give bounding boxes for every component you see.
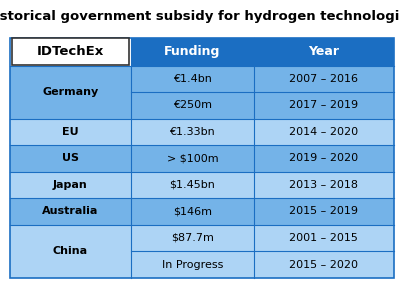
Text: Germany: Germany [42,87,99,97]
Text: Japan: Japan [53,180,88,190]
Text: In Progress: In Progress [162,259,223,270]
Text: 2017 – 2019: 2017 – 2019 [289,100,358,111]
Bar [10,225,394,251]
Bar [10,251,394,278]
Bar [131,38,394,66]
Text: €250m: €250m [173,100,212,111]
Bar [10,92,394,119]
Text: 2015 – 2019: 2015 – 2019 [290,206,358,217]
Text: $87.7m: $87.7m [171,233,214,243]
Bar [10,38,394,278]
Text: Year: Year [308,45,340,58]
Text: > $100m: > $100m [166,153,218,164]
Text: US: US [62,153,79,164]
Bar [10,119,394,145]
Text: €1.33bn: €1.33bn [170,127,215,137]
Text: 2014 – 2020: 2014 – 2020 [289,127,358,137]
Text: 2001 – 2015: 2001 – 2015 [290,233,358,243]
Bar [10,172,394,198]
Text: $1.45bn: $1.45bn [170,180,215,190]
Text: 2013 – 2018: 2013 – 2018 [290,180,358,190]
Text: Australia: Australia [42,206,99,217]
Text: Historical government subsidy for hydrogen technologies: Historical government subsidy for hydrog… [0,10,400,23]
Text: 2015 – 2020: 2015 – 2020 [290,259,358,270]
Bar [12,38,129,65]
Bar [10,198,394,225]
Text: 2007 – 2016: 2007 – 2016 [290,74,358,84]
Text: €1.4bn: €1.4bn [173,74,212,84]
Bar [10,145,394,172]
Text: China: China [53,246,88,256]
Text: Funding: Funding [164,45,220,58]
Bar [10,66,394,92]
Text: 2019 – 2020: 2019 – 2020 [289,153,358,164]
Text: IDTechEx: IDTechEx [37,45,104,58]
Text: $146m: $146m [173,206,212,217]
Text: EU: EU [62,127,79,137]
